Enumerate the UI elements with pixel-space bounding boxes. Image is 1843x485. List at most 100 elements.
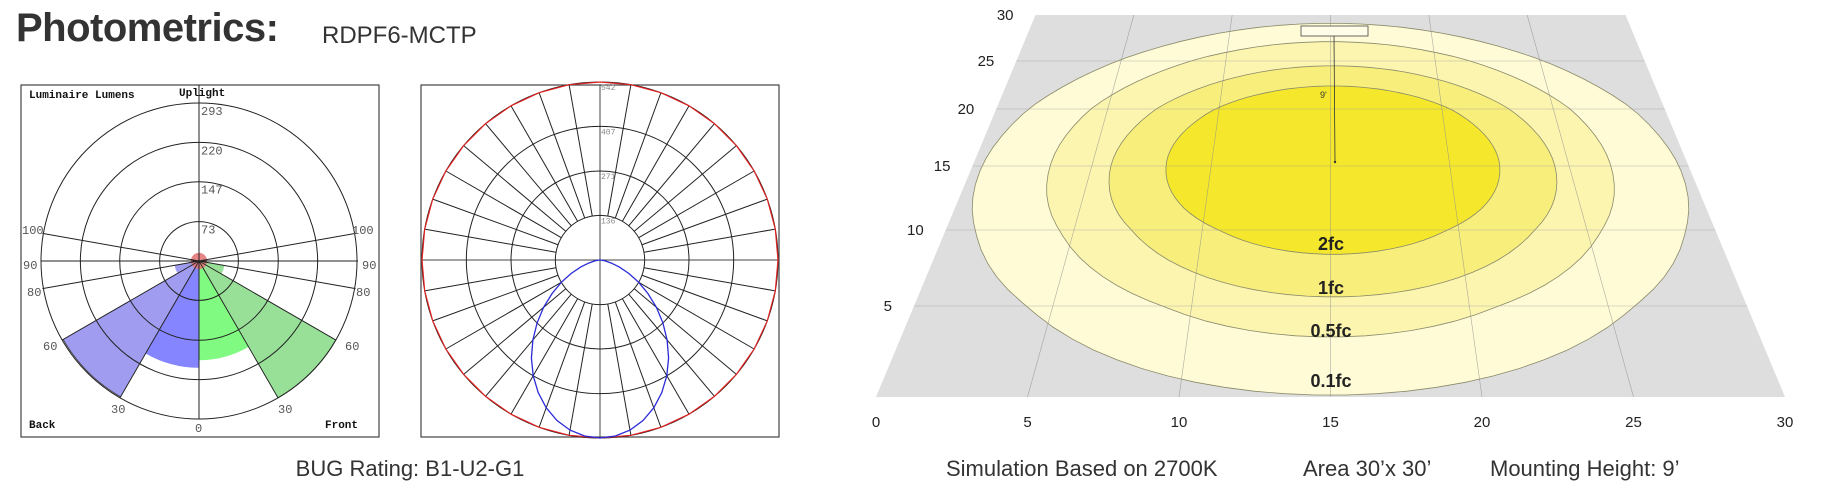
mounting-height-label: 9' bbox=[1320, 90, 1327, 100]
angle-label-90: 90 bbox=[23, 259, 37, 273]
area-caption: Area 30’x 30’ bbox=[1303, 456, 1432, 481]
radial-gridline bbox=[463, 288, 567, 375]
fixture-nadir-point bbox=[1333, 160, 1337, 164]
y-tick-label: 25 bbox=[978, 53, 995, 70]
grid-line-x bbox=[1027, 14, 1135, 398]
ring-label: 271 bbox=[601, 173, 616, 182]
ring-label: 73 bbox=[201, 224, 215, 238]
ring-407 bbox=[465, 125, 735, 395]
radial-gridline bbox=[424, 228, 557, 253]
contour-2fc bbox=[1165, 85, 1501, 255]
contour-label-0.5fc: 0.5fc bbox=[1310, 321, 1351, 341]
zone-bl bbox=[145, 261, 199, 368]
angle-label-30: 30 bbox=[278, 403, 292, 417]
radial-gridline bbox=[445, 281, 562, 350]
contour-plot bbox=[876, 14, 1785, 398]
radial-gridline bbox=[607, 303, 632, 436]
radial-gridline bbox=[643, 267, 776, 292]
ring-label: 293 bbox=[201, 105, 223, 119]
grid-line-x bbox=[1526, 14, 1634, 398]
model-number: RDPF6-MCTP bbox=[322, 22, 477, 49]
radial-gridline bbox=[538, 92, 586, 219]
radial-gridline bbox=[641, 274, 768, 322]
y-tick-label: 30 bbox=[997, 7, 1014, 24]
radial-line-80 bbox=[198, 260, 356, 290]
radial-line-60 bbox=[61, 260, 200, 341]
radial-gridline bbox=[638, 170, 755, 239]
x-tick-label: 25 bbox=[1625, 414, 1642, 431]
radial-gridline bbox=[445, 170, 562, 239]
x-tick-label: 15 bbox=[1322, 414, 1339, 431]
radial-gridline bbox=[607, 84, 632, 217]
radial-gridline bbox=[510, 298, 579, 415]
angle-label-100: 100 bbox=[22, 224, 44, 238]
radial-gridline bbox=[568, 84, 593, 217]
radial-gridline bbox=[485, 293, 572, 397]
candela-curve bbox=[530, 259, 670, 439]
radial-gridline bbox=[633, 288, 737, 375]
x-tick-label: 30 bbox=[1777, 414, 1794, 431]
radial-gridline bbox=[485, 123, 572, 227]
x-tick-label: 5 bbox=[1023, 414, 1031, 431]
simulation-caption: Simulation Based on 2700K bbox=[946, 456, 1218, 481]
contour-label-0.1fc: 0.1fc bbox=[1310, 371, 1351, 391]
radial-gridline bbox=[633, 145, 737, 232]
angle-label-100: 100 bbox=[352, 224, 374, 238]
radial-line-30 bbox=[119, 260, 200, 399]
radial-line-60 bbox=[198, 260, 337, 341]
y-tick-label: 10 bbox=[907, 222, 924, 239]
y-tick-label: 15 bbox=[934, 158, 951, 175]
radial-line-100 bbox=[198, 232, 356, 262]
y-tick-label: 5 bbox=[884, 298, 892, 315]
angle-label-80: 80 bbox=[27, 286, 41, 300]
ring-271 bbox=[510, 170, 690, 350]
contour-label-2fc: 2fc bbox=[1318, 234, 1344, 254]
uplight-label: Uplight bbox=[179, 88, 225, 100]
radial-gridline bbox=[510, 105, 579, 222]
contour-label-1fc: 1fc bbox=[1318, 278, 1344, 298]
bug-rating-caption: BUG Rating: B1-U2-G1 bbox=[295, 456, 525, 481]
radial-gridline bbox=[621, 105, 690, 222]
angle-label-80: 80 bbox=[356, 286, 370, 300]
angle-label-0: 0 bbox=[195, 422, 202, 436]
ring-label: 147 bbox=[201, 184, 223, 198]
angle-label-90: 90 bbox=[362, 259, 376, 273]
radial-gridline bbox=[643, 228, 776, 253]
angle-label-60: 60 bbox=[345, 340, 359, 354]
angle-label-30: 30 bbox=[111, 403, 125, 417]
x-tick-label: 0 bbox=[872, 414, 880, 431]
grid-line-x bbox=[1428, 14, 1483, 398]
mounting-height-line bbox=[1333, 35, 1336, 163]
radial-gridline bbox=[538, 301, 586, 428]
zone-fl bbox=[199, 261, 249, 361]
y-tick-label: 20 bbox=[958, 101, 975, 118]
front-label: Front bbox=[325, 420, 358, 432]
radial-gridline bbox=[432, 274, 559, 322]
radial-line-80 bbox=[42, 260, 200, 290]
page-title: Photometrics: bbox=[16, 6, 279, 50]
ring-136 bbox=[554, 214, 646, 306]
ring-label: 542 bbox=[601, 84, 616, 93]
radial-line-30 bbox=[198, 260, 279, 399]
luminaire-lumens-label: Luminaire Lumens bbox=[29, 90, 135, 102]
grid-line-x bbox=[1178, 14, 1233, 398]
radial-gridline bbox=[568, 303, 593, 436]
x-tick-label: 20 bbox=[1474, 414, 1491, 431]
radial-gridline bbox=[641, 198, 768, 246]
radial-gridline bbox=[628, 123, 715, 227]
radial-gridline bbox=[628, 293, 715, 397]
ring-label: 136 bbox=[601, 217, 616, 226]
radial-gridline bbox=[463, 145, 567, 232]
reference-outline bbox=[421, 81, 779, 439]
radial-gridline bbox=[614, 301, 662, 428]
ring-label: 407 bbox=[601, 128, 616, 137]
radial-gridline bbox=[424, 267, 557, 292]
back-label: Back bbox=[29, 420, 56, 432]
x-tick-label: 10 bbox=[1171, 414, 1188, 431]
mounting-height-caption: Mounting Height: 9’ bbox=[1490, 456, 1680, 481]
ring-label: 220 bbox=[201, 144, 223, 158]
angle-label-60: 60 bbox=[43, 340, 57, 354]
radial-line-100 bbox=[42, 232, 200, 262]
radial-gridline bbox=[432, 198, 559, 246]
